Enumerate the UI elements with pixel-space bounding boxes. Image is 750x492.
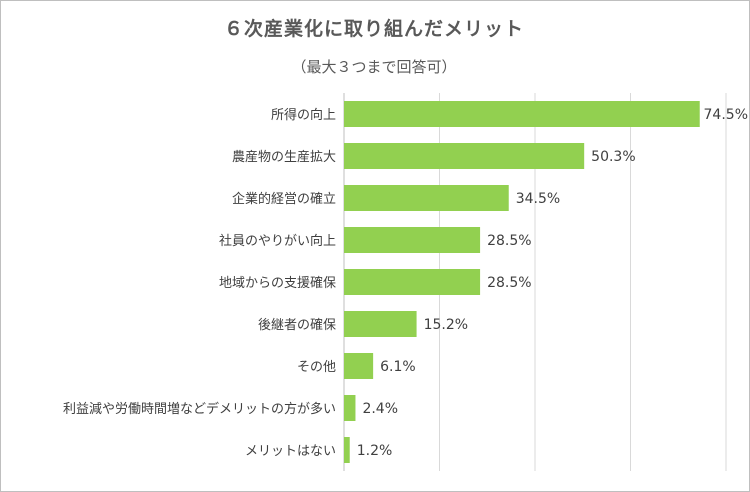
- category-label: 企業的経営の確立: [232, 191, 336, 207]
- value-labels: 74.5% 50.3% 34.5% 28.5% 28.5% 15.2% 6.1% 2.4% 1.…: [357, 107, 748, 459]
- bar: [344, 227, 481, 253]
- value-label: 74.5%: [704, 107, 748, 123]
- category-label: 後継者の確保: [258, 317, 336, 333]
- chart-subtitle: （最大３つまで回答可）: [291, 58, 457, 76]
- value-label: 50.3%: [591, 149, 635, 165]
- category-labels: 所得の向上農産物の生産拡大企業的経営の確立社員のやりがい向上地域からの支援確保後…: [63, 107, 336, 459]
- value-label: 28.5%: [487, 275, 531, 291]
- value-label: 2.4%: [362, 401, 398, 417]
- category-label: 社員のやりがい向上: [219, 233, 336, 249]
- category-label: 農産物の生産拡大: [232, 149, 336, 165]
- category-label: 地域からの支援確保: [219, 275, 336, 291]
- bar: [344, 101, 700, 127]
- bar: [344, 395, 356, 421]
- category-label: 所得の向上: [271, 107, 336, 123]
- bars: [344, 101, 700, 463]
- category-label: メリットはない: [245, 444, 336, 459]
- bar: [344, 311, 417, 337]
- bar: [344, 353, 374, 379]
- category-label: 利益減や労働時間増などデメリットの方が多い: [63, 401, 336, 417]
- value-label: 15.2%: [424, 317, 468, 333]
- value-label: 34.5%: [516, 191, 560, 207]
- bar: [344, 143, 585, 169]
- value-label: 1.2%: [357, 443, 393, 459]
- bar: [344, 185, 509, 211]
- category-label: その他: [297, 360, 336, 375]
- value-label: 28.5%: [487, 233, 531, 249]
- bar: [344, 269, 481, 295]
- value-label: 6.1%: [380, 359, 416, 375]
- chart-title: ６次産業化に取り組んだメリット: [223, 18, 524, 40]
- bar: [344, 437, 350, 463]
